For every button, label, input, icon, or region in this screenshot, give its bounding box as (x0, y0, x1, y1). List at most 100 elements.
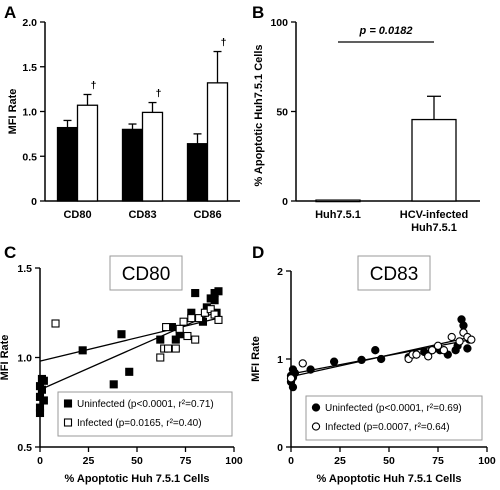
y-axis-label: % Apoptotic Huh7.5.1 Cells (253, 44, 265, 186)
p-value-annotation: p = 0.0182 (359, 25, 413, 37)
data-point (357, 355, 366, 365)
y-axis-label: MFI Rate (0, 335, 11, 381)
chart-title-box (357, 255, 431, 291)
data-point (191, 289, 200, 298)
y-tick-label: 0 (282, 196, 288, 208)
y-tick-label: 100 (270, 17, 288, 29)
category-label: CD86 (193, 209, 221, 221)
y-tick-label: 2 (277, 266, 283, 278)
category-label: Huh7.5.1 (315, 209, 361, 221)
panel-letter-b: B (252, 3, 264, 22)
x-tick-label: 50 (131, 455, 143, 467)
data-point (286, 374, 296, 383)
y-tick-label: 1.5 (22, 62, 37, 74)
chart-title: CD80 (122, 264, 171, 285)
panel-d-scatter-chart: 0 1 2 0 25 50 75 100 % Apoptotic Huh 7.5.1 Cells… (250, 255, 496, 485)
dagger-marker: † (91, 79, 97, 91)
legend-label: Infected (p=0.0165, r²=0.40) (77, 418, 202, 429)
data-point (175, 324, 184, 333)
legend-marker (63, 399, 73, 408)
y-axis-label: MFI Rate (7, 89, 19, 135)
legend-label: Uninfected (p<0.0001, r²=0.71) (77, 399, 214, 410)
data-point (463, 344, 472, 353)
data-point (109, 380, 118, 389)
data-point (427, 346, 437, 355)
x-tick-label: 75 (432, 455, 444, 467)
y-tick-label: 0.5 (17, 442, 32, 454)
data-point (179, 317, 188, 326)
bar (121, 128, 144, 202)
panel-a-bar-chart: 0 0.5 1.0 1.5 2.0 MFI Rate † CD80 † CD83 † CD86 (7, 17, 240, 221)
legend-box (305, 395, 483, 441)
y-tick-label: 1 (277, 354, 283, 366)
data-point (117, 330, 126, 339)
data-point (78, 346, 87, 355)
bar (56, 126, 79, 202)
bar (76, 104, 99, 202)
panel-letter-c: C (4, 243, 16, 262)
data-point (171, 344, 180, 353)
y-tick-label: 0 (31, 196, 37, 208)
panel-letter-a: A (4, 3, 16, 22)
data-point (156, 353, 165, 362)
y-tick-label: 1.0 (22, 107, 37, 119)
legend-box (57, 391, 233, 437)
data-point (39, 396, 48, 405)
bar (315, 199, 361, 203)
data-point (371, 346, 380, 355)
category-label: HCV-infected (400, 209, 468, 221)
y-axis-label: MFI Rate (250, 336, 262, 382)
data-point (210, 296, 219, 305)
data-point (439, 346, 449, 355)
panel-c-scatter-chart: 0.5 1.0 1.5 0 25 50 75 100 % Apoptotic Huh 7.5.1… (0, 255, 243, 485)
dagger-marker: † (156, 88, 162, 100)
data-point (163, 344, 173, 353)
regression-line (39, 310, 219, 391)
category-label: CD80 (63, 209, 91, 221)
data-point (298, 359, 307, 368)
y-tick-label: 0.5 (22, 151, 37, 163)
y-tick-label: 1.5 (17, 263, 32, 275)
x-tick-label: 0 (37, 455, 43, 467)
x-tick-label: 25 (83, 455, 95, 467)
data-point (329, 357, 339, 366)
data-point (306, 365, 315, 374)
data-point (412, 350, 421, 359)
x-tick-label: 100 (225, 455, 243, 467)
data-point (191, 335, 200, 344)
data-point (447, 332, 456, 342)
data-point (377, 354, 386, 364)
legend-marker (63, 418, 73, 427)
data-point (51, 319, 60, 328)
x-axis-label: % Apoptotic Huh 7.5.1 Cells (64, 473, 209, 485)
panel-letter-d: D (252, 243, 264, 262)
regression-line (39, 317, 219, 362)
data-point (183, 331, 192, 341)
bar (411, 118, 457, 202)
x-axis-label: % Apoptotic Huh 7.5.1 Cells (316, 473, 461, 485)
x-tick-label: 100 (478, 455, 496, 467)
legend-label: Infected (p=0.0007, r²=0.64) (325, 422, 450, 433)
data-point (424, 352, 433, 361)
y-tick-label: 50 (276, 107, 288, 119)
legend-marker (311, 403, 321, 412)
data-point (187, 314, 196, 323)
data-point (433, 341, 443, 350)
bar (141, 111, 164, 202)
x-tick-label: 50 (383, 455, 395, 467)
bar (186, 143, 209, 202)
y-tick-label: 0 (277, 442, 283, 454)
y-tick-label: 1.0 (17, 353, 32, 365)
data-point (467, 335, 476, 344)
data-point (162, 323, 171, 332)
data-point (156, 335, 165, 344)
dagger-marker: † (221, 37, 227, 49)
panel-b-bar-chart: 0 50 100 % Apoptotic Huh7.5.1 Cells Huh7.5.1… (253, 17, 480, 234)
x-tick-label: 0 (288, 455, 294, 467)
data-point (214, 315, 223, 324)
data-point (39, 376, 48, 385)
data-point (214, 287, 223, 296)
data-point (35, 408, 45, 418)
legend-marker (311, 422, 321, 431)
